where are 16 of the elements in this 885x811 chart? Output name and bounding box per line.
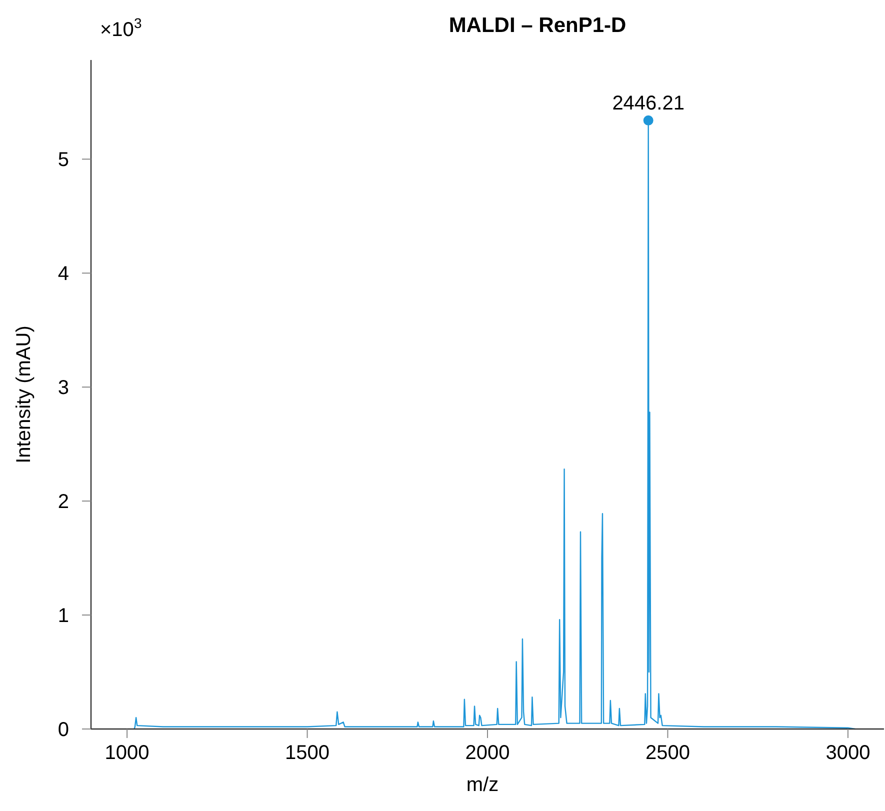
y-tick-label: 2	[58, 491, 69, 514]
y-tick-label: 5	[58, 149, 69, 172]
x-tick-label: 1000	[104, 742, 150, 764]
x-tick-label: 2500	[645, 742, 690, 764]
text: ×10$^{3}$	[100, 15, 142, 41]
x-axis-title: m/z	[466, 774, 499, 796]
x-tick-label: 3000	[826, 742, 870, 764]
y-tick-label: 0	[58, 719, 69, 741]
chart-title: MALDI – RenP1-D	[448, 14, 626, 37]
x-tick-label: 2000	[465, 742, 510, 764]
y-tick-label: 4	[58, 263, 69, 286]
y-tick-label: 3	[58, 377, 69, 400]
annotation: 2446.21	[612, 92, 684, 114]
y-tick-label: 1	[58, 605, 69, 628]
x-tick-label: 1500	[285, 742, 330, 764]
y-axis-title: Intensity (mAU)	[13, 326, 35, 464]
